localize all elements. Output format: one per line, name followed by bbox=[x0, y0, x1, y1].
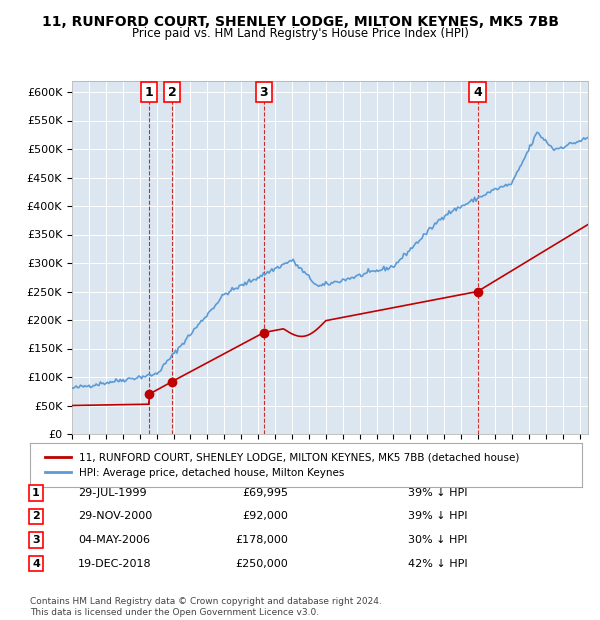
Text: 29-NOV-2000: 29-NOV-2000 bbox=[78, 512, 152, 521]
Text: 39% ↓ HPI: 39% ↓ HPI bbox=[408, 512, 467, 521]
Text: 3: 3 bbox=[260, 86, 268, 99]
Text: 4: 4 bbox=[32, 559, 40, 569]
Text: 39% ↓ HPI: 39% ↓ HPI bbox=[408, 488, 467, 498]
Legend: 11, RUNFORD COURT, SHENLEY LODGE, MILTON KEYNES, MK5 7BB (detached house), HPI: : 11, RUNFORD COURT, SHENLEY LODGE, MILTON… bbox=[41, 448, 524, 482]
Text: 1: 1 bbox=[145, 86, 154, 99]
Text: £178,000: £178,000 bbox=[235, 535, 288, 545]
Text: £250,000: £250,000 bbox=[235, 559, 288, 569]
Text: 42% ↓ HPI: 42% ↓ HPI bbox=[408, 559, 467, 569]
Text: 3: 3 bbox=[32, 535, 40, 545]
Text: 2: 2 bbox=[32, 512, 40, 521]
Text: 29-JUL-1999: 29-JUL-1999 bbox=[78, 488, 146, 498]
Text: 4: 4 bbox=[473, 86, 482, 99]
Text: 04-MAY-2006: 04-MAY-2006 bbox=[78, 535, 150, 545]
Text: 11, RUNFORD COURT, SHENLEY LODGE, MILTON KEYNES, MK5 7BB: 11, RUNFORD COURT, SHENLEY LODGE, MILTON… bbox=[41, 16, 559, 30]
Text: 1: 1 bbox=[32, 488, 40, 498]
Text: Price paid vs. HM Land Registry's House Price Index (HPI): Price paid vs. HM Land Registry's House … bbox=[131, 27, 469, 40]
Text: 2: 2 bbox=[167, 86, 176, 99]
Text: £92,000: £92,000 bbox=[242, 512, 288, 521]
Text: 30% ↓ HPI: 30% ↓ HPI bbox=[408, 535, 467, 545]
Text: £69,995: £69,995 bbox=[242, 488, 288, 498]
Text: 19-DEC-2018: 19-DEC-2018 bbox=[78, 559, 152, 569]
Text: Contains HM Land Registry data © Crown copyright and database right 2024.
This d: Contains HM Land Registry data © Crown c… bbox=[30, 598, 382, 617]
